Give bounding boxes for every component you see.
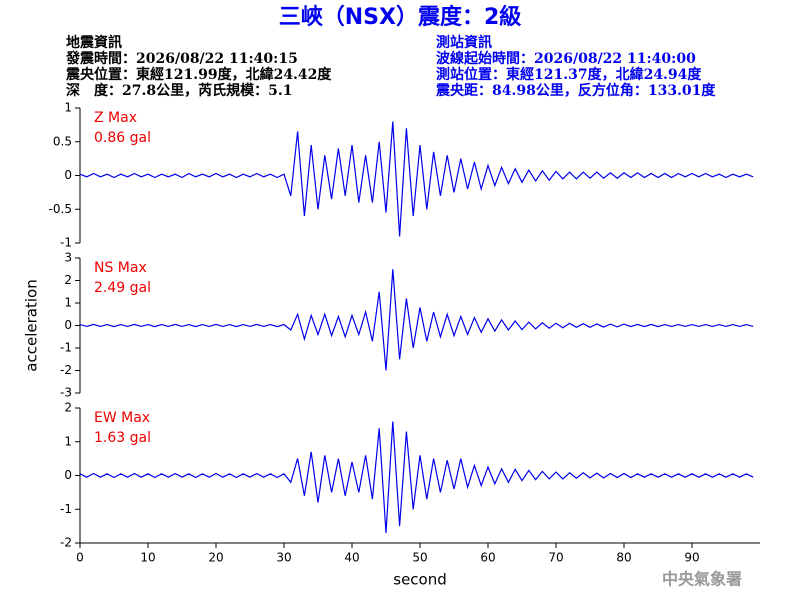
y-tick-label: 2 bbox=[64, 401, 72, 415]
y-tick-label: 0 bbox=[64, 318, 72, 332]
y-tick-label: -1 bbox=[60, 236, 72, 250]
x-tick-label: 30 bbox=[276, 551, 291, 565]
x-tick-label: 70 bbox=[548, 551, 563, 565]
event-info: 地震資訊 bbox=[66, 34, 122, 51]
x-tick-label: 20 bbox=[208, 551, 223, 565]
x-tick-label: 10 bbox=[140, 551, 155, 565]
y-tick-label: -1 bbox=[60, 502, 72, 516]
waveform bbox=[79, 121, 754, 237]
station-info: 波線起始時間：2026/08/22 11:40:00 bbox=[436, 50, 696, 67]
y-tick-label: 0 bbox=[64, 168, 72, 182]
waveform bbox=[79, 269, 754, 371]
y-tick-label: -3 bbox=[60, 386, 72, 400]
y-tick-label: -2 bbox=[60, 363, 72, 377]
x-tick-label: 80 bbox=[616, 551, 631, 565]
max-annotation: 1.63 gal bbox=[94, 430, 151, 446]
y-tick-label: 1 bbox=[64, 101, 72, 115]
x-tick-label: 90 bbox=[684, 551, 699, 565]
y-tick-label: 2 bbox=[64, 273, 72, 287]
y-tick-label: -2 bbox=[60, 536, 72, 550]
y-tick-label: -1 bbox=[60, 341, 72, 355]
y-axis-label: acceleration bbox=[23, 279, 41, 371]
y-tick-label: 0.5 bbox=[53, 134, 72, 148]
max-annotation: 2.49 gal bbox=[94, 280, 151, 296]
event-info: 深 度：27.8公里，芮氏規模：5.1 bbox=[66, 82, 292, 99]
max-annotation: 0.86 gal bbox=[94, 130, 151, 146]
x-tick-label: 40 bbox=[344, 551, 359, 565]
y-tick-label: -0.5 bbox=[49, 202, 72, 216]
y-tick-label: 1 bbox=[64, 296, 72, 310]
station-info: 震央距：84.98公里，反方位角：133.01度 bbox=[435, 82, 716, 99]
station-info: 測站位置：東經121.37度，北緯24.94度 bbox=[436, 66, 702, 83]
x-tick-label: 0 bbox=[76, 551, 84, 565]
x-tick-label: 60 bbox=[480, 551, 495, 565]
y-tick-label: 1 bbox=[64, 434, 72, 448]
max-annotation: EW Max bbox=[94, 410, 150, 426]
footer: 中央氣象署 bbox=[662, 570, 742, 589]
x-axis-label: second bbox=[393, 571, 447, 589]
title: 三峽（NSX）震度：2級 bbox=[279, 4, 522, 30]
event-info: 震央位置：東經121.99度，北緯24.42度 bbox=[65, 66, 332, 83]
waveform bbox=[79, 421, 754, 533]
max-annotation: NS Max bbox=[94, 260, 147, 276]
event-info: 發震時間：2026/08/22 11:40:15 bbox=[65, 50, 298, 67]
y-tick-label: 3 bbox=[64, 251, 72, 265]
x-tick-label: 50 bbox=[412, 551, 427, 565]
y-tick-label: 0 bbox=[64, 468, 72, 482]
max-annotation: Z Max bbox=[94, 110, 137, 126]
station-info: 測站資訊 bbox=[436, 34, 492, 51]
